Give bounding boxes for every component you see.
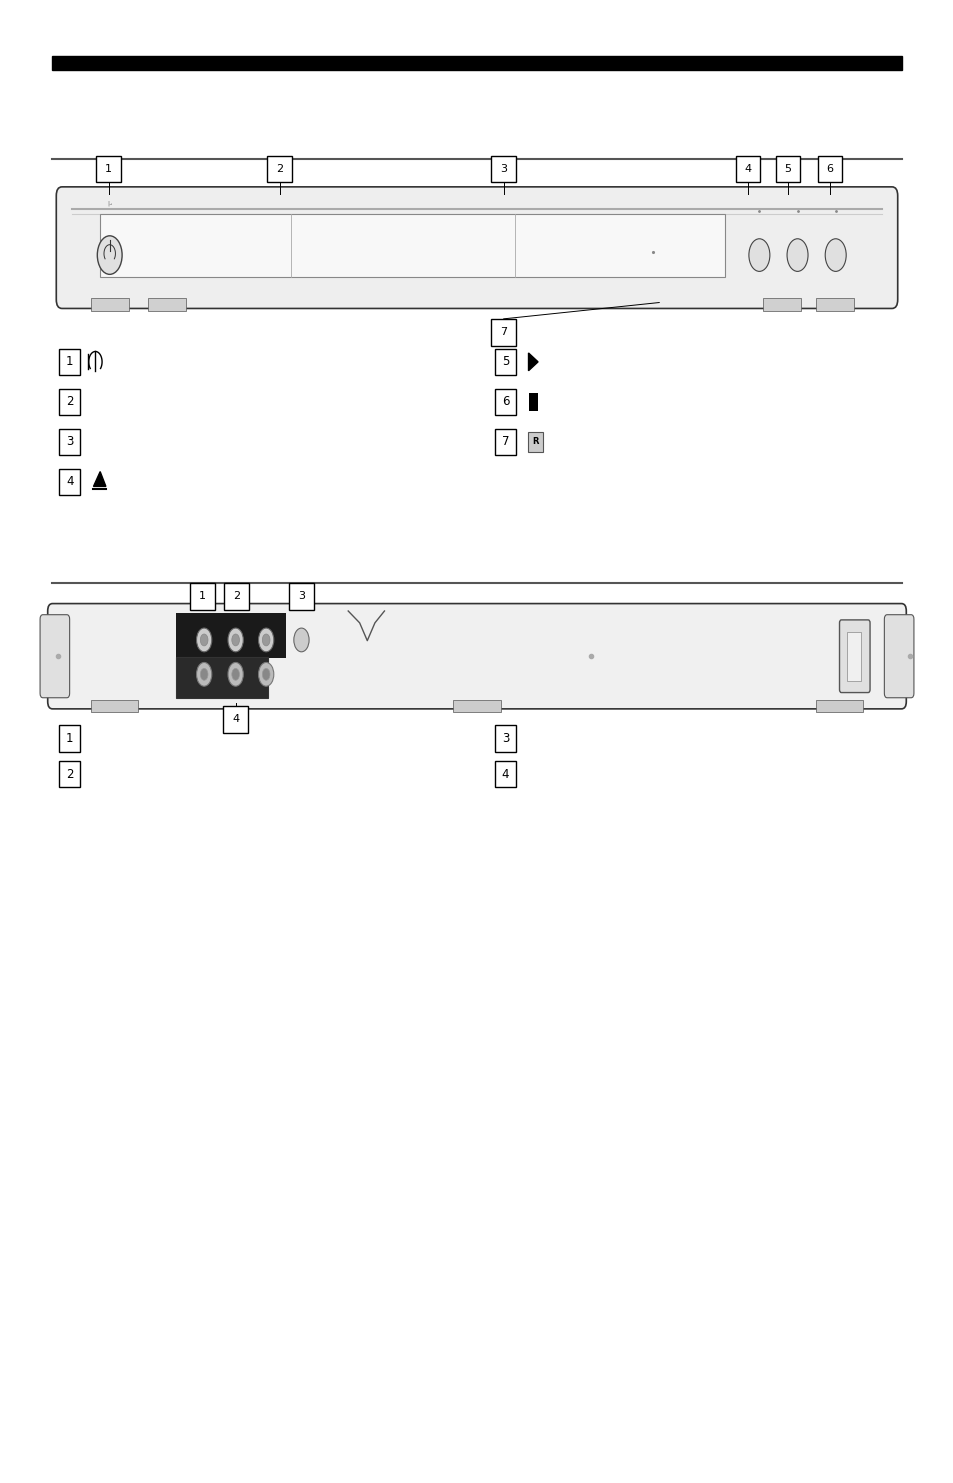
Bar xyxy=(267,156,292,182)
Bar xyxy=(495,349,516,375)
Bar xyxy=(91,700,138,712)
Bar xyxy=(59,761,80,787)
Bar xyxy=(148,298,186,311)
Bar xyxy=(491,156,516,182)
Bar xyxy=(527,432,542,452)
Bar xyxy=(762,298,801,311)
Circle shape xyxy=(258,629,274,653)
Text: 1: 1 xyxy=(105,165,112,174)
Polygon shape xyxy=(93,472,106,486)
Text: 4: 4 xyxy=(501,768,509,780)
Bar xyxy=(59,469,80,495)
Text: 2: 2 xyxy=(233,592,240,601)
Circle shape xyxy=(97,236,122,274)
Circle shape xyxy=(196,629,212,653)
Bar xyxy=(52,56,901,70)
Circle shape xyxy=(824,239,845,271)
Circle shape xyxy=(228,629,243,653)
Text: 2: 2 xyxy=(275,165,283,174)
Text: 7: 7 xyxy=(501,436,509,448)
Text: 4: 4 xyxy=(66,476,73,488)
Text: 4: 4 xyxy=(743,165,751,174)
Text: 6: 6 xyxy=(501,396,509,408)
Text: 3: 3 xyxy=(501,733,509,744)
Bar xyxy=(495,725,516,752)
Circle shape xyxy=(258,663,274,687)
Text: 3: 3 xyxy=(66,436,73,448)
Circle shape xyxy=(294,629,309,653)
Bar xyxy=(846,632,861,681)
FancyBboxPatch shape xyxy=(883,614,913,698)
Circle shape xyxy=(748,239,769,271)
Bar xyxy=(453,700,500,712)
Bar xyxy=(59,349,80,375)
Circle shape xyxy=(228,663,243,687)
Bar xyxy=(59,725,80,752)
Bar xyxy=(100,214,724,277)
Text: 2: 2 xyxy=(66,768,73,780)
Bar xyxy=(735,156,760,182)
Text: 1: 1 xyxy=(66,356,73,368)
Text: 3: 3 xyxy=(297,592,305,601)
FancyBboxPatch shape xyxy=(839,620,869,693)
FancyBboxPatch shape xyxy=(56,187,897,308)
Bar xyxy=(289,583,314,610)
Bar xyxy=(224,583,249,610)
Bar xyxy=(176,657,268,698)
Polygon shape xyxy=(528,353,537,371)
Text: |ᴗ: |ᴗ xyxy=(107,200,112,206)
Bar xyxy=(775,156,800,182)
Circle shape xyxy=(200,635,208,647)
Circle shape xyxy=(232,635,239,647)
Text: 3: 3 xyxy=(499,165,507,174)
Bar xyxy=(491,319,516,346)
Circle shape xyxy=(262,635,270,647)
Circle shape xyxy=(196,663,212,687)
Bar xyxy=(817,156,841,182)
Circle shape xyxy=(200,669,208,681)
Bar xyxy=(59,429,80,455)
Bar xyxy=(815,298,853,311)
Text: 5: 5 xyxy=(783,165,791,174)
Bar xyxy=(528,393,537,411)
FancyBboxPatch shape xyxy=(40,614,70,698)
Text: 6: 6 xyxy=(825,165,833,174)
Bar xyxy=(495,389,516,415)
Circle shape xyxy=(786,239,807,271)
Bar xyxy=(91,298,129,311)
FancyBboxPatch shape xyxy=(48,604,905,709)
Bar xyxy=(59,389,80,415)
Text: 4: 4 xyxy=(232,715,239,724)
Bar xyxy=(176,612,286,658)
Circle shape xyxy=(262,669,270,681)
Text: 1: 1 xyxy=(198,592,206,601)
Text: 7: 7 xyxy=(499,328,507,337)
Bar xyxy=(815,700,862,712)
Text: 5: 5 xyxy=(501,356,509,368)
Bar xyxy=(190,583,214,610)
Circle shape xyxy=(232,669,239,681)
Bar xyxy=(495,429,516,455)
Text: 1: 1 xyxy=(66,733,73,744)
Text: R: R xyxy=(532,437,537,446)
Bar xyxy=(495,761,516,787)
Bar xyxy=(223,706,248,733)
Text: 2: 2 xyxy=(66,396,73,408)
Bar xyxy=(96,156,121,182)
